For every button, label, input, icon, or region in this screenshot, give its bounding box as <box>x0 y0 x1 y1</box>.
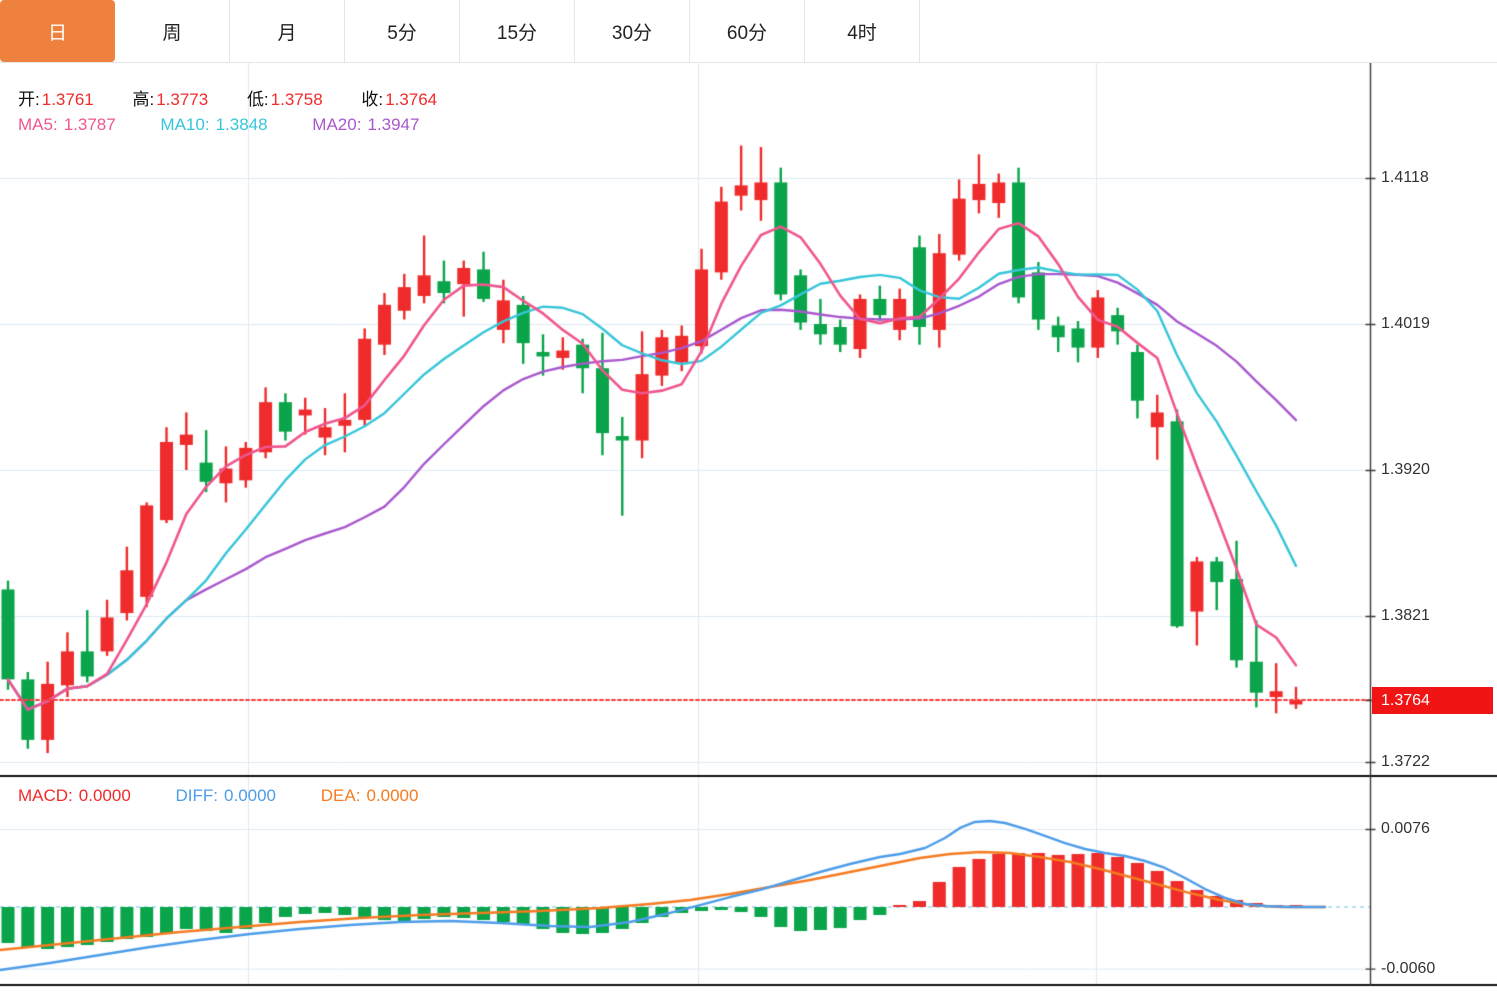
close-label: 收: <box>361 90 384 109</box>
tab-30分[interactable]: 30分 <box>575 0 690 62</box>
ma5-legend: MA5: 1.3787 <box>18 115 116 134</box>
price-axis-label: 1.4118 <box>1381 169 1429 186</box>
diff-value-legend: DIFF: 0.0000 <box>175 786 277 805</box>
price-axis-label: 1.3821 <box>1381 607 1430 624</box>
timeframe-tabbar: 日周月 5分 15分 30分 60分 4时 <box>0 0 1497 63</box>
ma-legend: MA5: 1.3787 MA10: 1.3848 MA20: 1.3947 <box>18 115 431 135</box>
low-value: 1.3758 <box>270 90 323 109</box>
macd-value-legend: MACD: 0.0000 <box>18 786 131 805</box>
price-axis-label: 1.4019 <box>1381 315 1430 332</box>
tab-60分[interactable]: 60分 <box>690 0 805 62</box>
high-label: 高: <box>132 90 155 109</box>
macd-legend: MACD: 0.0000 DIFF: 0.0000 DEA: 0.0000 <box>18 786 430 806</box>
tab-日[interactable]: 日 <box>0 0 115 62</box>
open-value: 1.3761 <box>41 90 94 109</box>
price-axis-label: 1.3920 <box>1381 461 1430 478</box>
ma10-legend: MA10: 1.3848 <box>160 115 268 134</box>
low-label: 低: <box>246 90 269 109</box>
ma20-legend: MA20: 1.3947 <box>312 115 420 134</box>
macd-axis-label: -0.0060 <box>1381 959 1436 977</box>
tab-周[interactable]: 周 <box>115 0 230 62</box>
ohlc-legend: 开: 1.3761 高: 1.3773 低: 1.3758 收: 1.3764 <box>18 85 443 110</box>
tab-5分[interactable]: 5分 <box>345 0 460 62</box>
tab-月[interactable]: 月 <box>230 0 345 62</box>
tab-15分[interactable]: 15分 <box>460 0 575 62</box>
tab-4时[interactable]: 4时 <box>805 0 920 62</box>
current-price-tag: 1.3764 <box>1372 687 1493 715</box>
close-value: 1.3764 <box>385 90 438 109</box>
price-axis-label: 1.3722 <box>1381 753 1430 770</box>
high-value: 1.3773 <box>156 90 209 109</box>
dea-value-legend: DEA: 0.0000 <box>320 786 419 805</box>
macd-axis-label: 0.0076 <box>1381 819 1430 837</box>
open-label: 开: <box>18 90 40 109</box>
